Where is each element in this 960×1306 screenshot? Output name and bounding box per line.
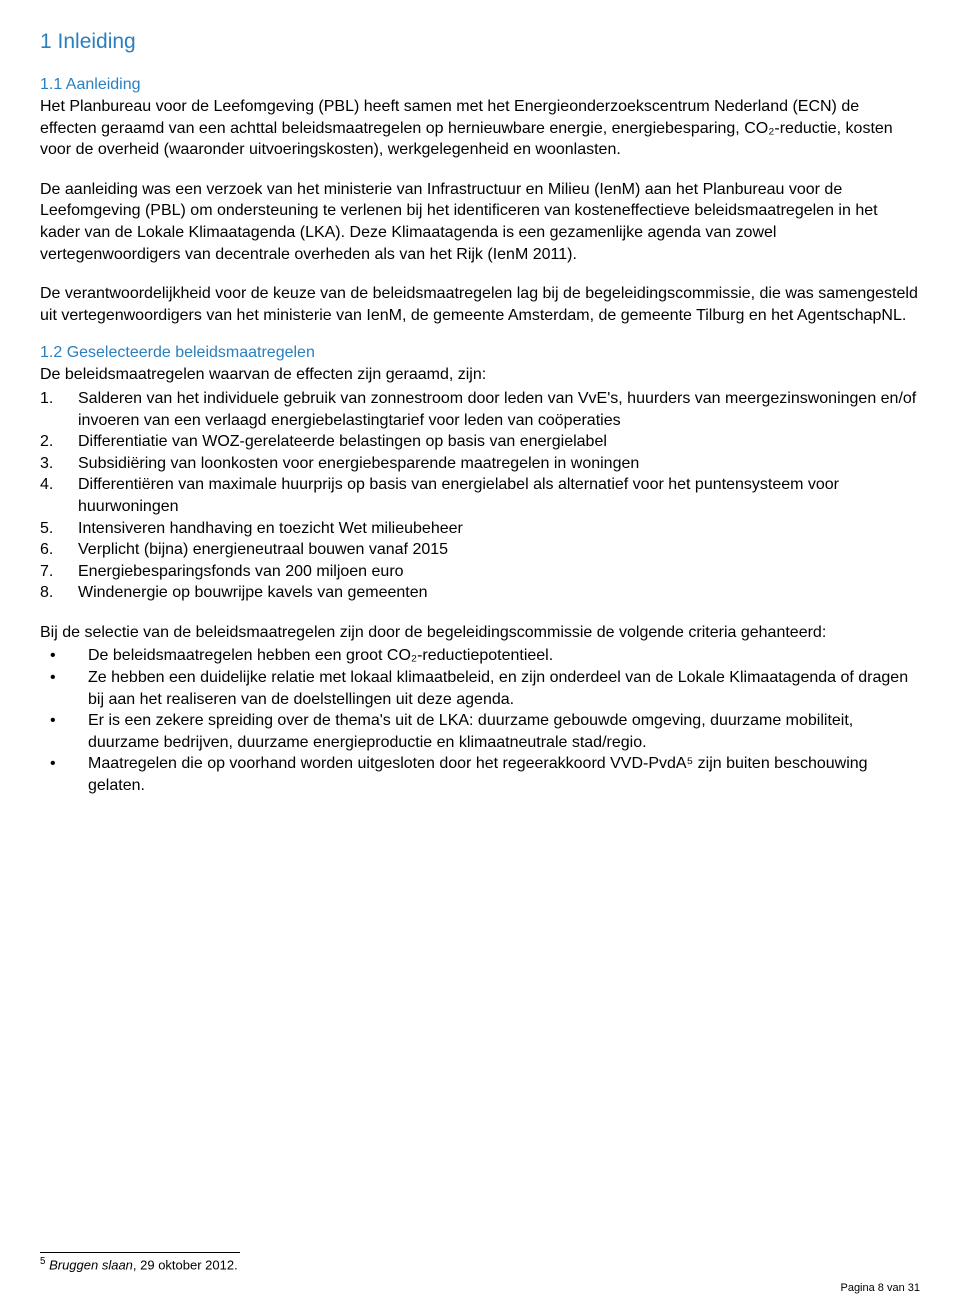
list-item: 4. Differentiëren van maximale huurprijs… — [40, 474, 920, 517]
footnote-italic: Bruggen slaan — [49, 1257, 133, 1272]
list-item: 2. Differentiatie van WOZ-gerelateerde b… — [40, 431, 920, 453]
footnote-rule — [40, 1252, 240, 1253]
footnote-number: 5 — [40, 1256, 45, 1267]
heading-1-2: 1.2 Geselecteerde beleidsmaatregelen — [40, 344, 920, 362]
list-intro: De beleidsmaatregelen waarvan de effecte… — [40, 364, 920, 386]
list-text: Differentiatie van WOZ-gerelateerde bela… — [78, 431, 920, 453]
bullet-icon: • — [40, 645, 88, 667]
footnote-text: , 29 oktober 2012. — [133, 1257, 238, 1272]
list-item: 6. Verplicht (bijna) energieneutraal bou… — [40, 539, 920, 561]
list-text: Ze hebben een duidelijke relatie met lok… — [88, 667, 920, 710]
list-item: 7. Energiebesparingsfonds van 200 miljoe… — [40, 561, 920, 583]
list-item: • Maatregelen die op voorhand worden uit… — [40, 753, 920, 796]
page-number: Pagina 8 van 31 — [840, 1282, 920, 1294]
bullet-icon: • — [40, 667, 88, 710]
paragraph: Het Planbureau voor de Leefomgeving (PBL… — [40, 96, 920, 161]
bullet-icon: • — [40, 710, 88, 753]
list-text: De beleidsmaatregelen hebben een groot C… — [88, 645, 920, 667]
heading-1: 1 Inleiding — [40, 30, 920, 54]
footnote: 5 Bruggen slaan, 29 oktober 2012. — [40, 1256, 240, 1272]
list-text: Subsidiëring van loonkosten voor energie… — [78, 453, 920, 475]
paragraph: De aanleiding was een verzoek van het mi… — [40, 179, 920, 265]
list-text: Windenergie op bouwrijpe kavels van geme… — [78, 582, 920, 604]
list-number: 3. — [40, 453, 78, 475]
criteria-intro: Bij de selectie van de beleidsmaatregele… — [40, 622, 920, 644]
list-item: 8. Windenergie op bouwrijpe kavels van g… — [40, 582, 920, 604]
list-item: • De beleidsmaatregelen hebben een groot… — [40, 645, 920, 667]
list-text: Er is een zekere spreiding over de thema… — [88, 710, 920, 753]
list-item: 3. Subsidiëring van loonkosten voor ener… — [40, 453, 920, 475]
bullet-icon: • — [40, 753, 88, 796]
list-number: 5. — [40, 518, 78, 540]
list-text: Maatregelen die op voorhand worden uitge… — [88, 753, 920, 796]
list-text: Salderen van het individuele gebruik van… — [78, 388, 920, 431]
list-item: • Er is een zekere spreiding over de the… — [40, 710, 920, 753]
list-number: 2. — [40, 431, 78, 453]
document-page: 1 Inleiding 1.1 Aanleiding Het Planburea… — [0, 0, 960, 1306]
list-text: Differentiëren van maximale huurprijs op… — [78, 474, 920, 517]
list-number: 1. — [40, 388, 78, 431]
bullet-list: • De beleidsmaatregelen hebben een groot… — [40, 645, 920, 796]
list-number: 8. — [40, 582, 78, 604]
numbered-list: 1. Salderen van het individuele gebruik … — [40, 388, 920, 604]
list-text: Intensiveren handhaving en toezicht Wet … — [78, 518, 920, 540]
paragraph: De verantwoordelijkheid voor de keuze va… — [40, 283, 920, 326]
list-text: Verplicht (bijna) energieneutraal bouwen… — [78, 539, 920, 561]
list-number: 7. — [40, 561, 78, 583]
list-number: 4. — [40, 474, 78, 517]
list-item: 1. Salderen van het individuele gebruik … — [40, 388, 920, 431]
list-text: Energiebesparingsfonds van 200 miljoen e… — [78, 561, 920, 583]
footnote-block: 5 Bruggen slaan, 29 oktober 2012. — [40, 1252, 240, 1272]
list-number: 6. — [40, 539, 78, 561]
list-item: • Ze hebben een duidelijke relatie met l… — [40, 667, 920, 710]
list-item: 5. Intensiveren handhaving en toezicht W… — [40, 518, 920, 540]
heading-1-1: 1.1 Aanleiding — [40, 76, 920, 94]
